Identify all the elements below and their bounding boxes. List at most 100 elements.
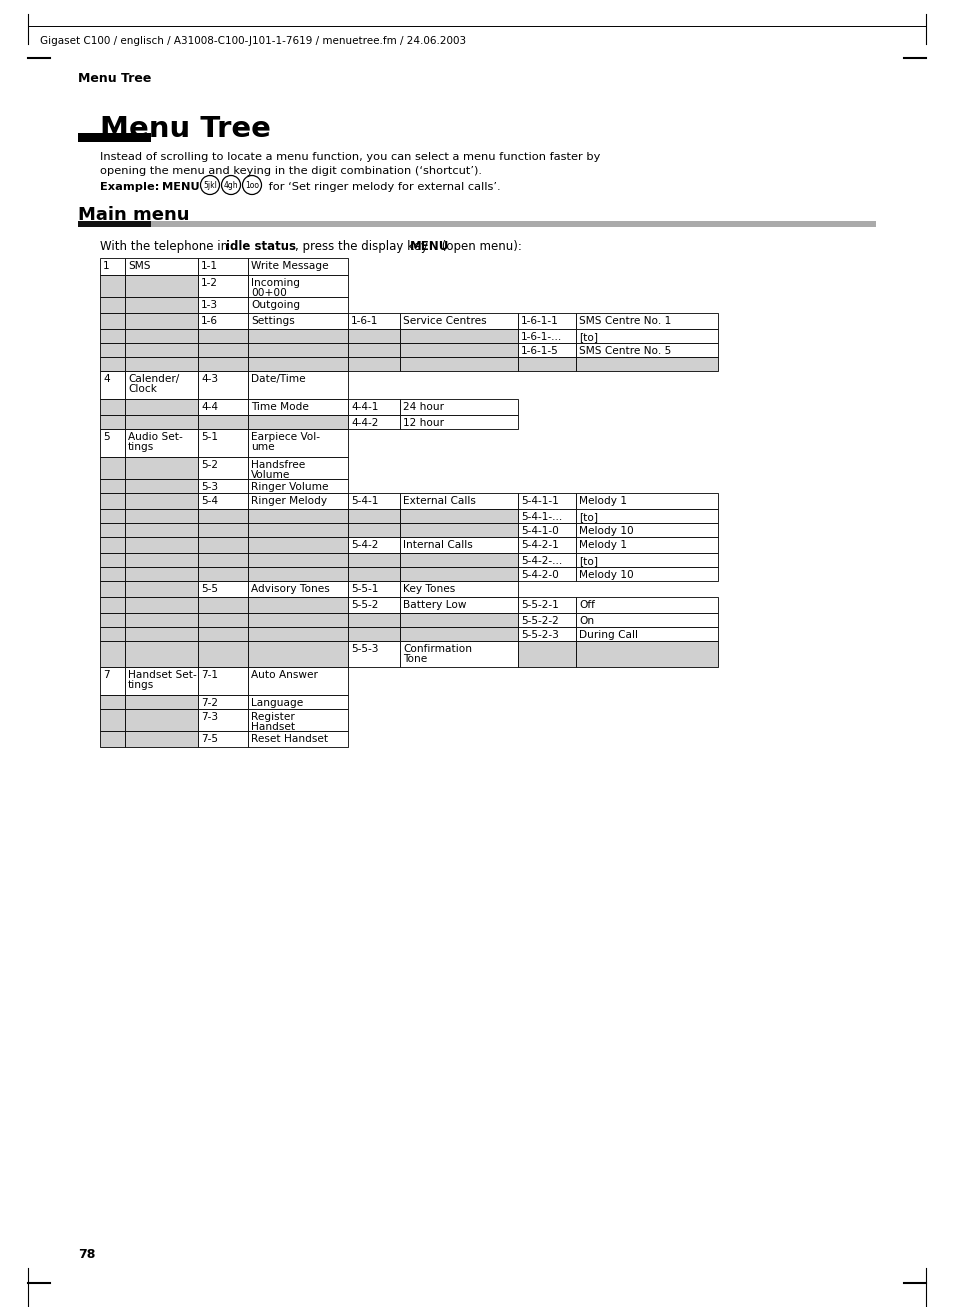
Bar bbox=[100, 627, 125, 640]
Text: 4-4-2: 4-4-2 bbox=[351, 418, 378, 427]
Bar bbox=[125, 708, 198, 731]
Bar bbox=[248, 582, 348, 597]
Text: Auto Answer: Auto Answer bbox=[251, 670, 317, 680]
Text: Instead of scrolling to locate a menu function, you can select a menu function f: Instead of scrolling to locate a menu fu… bbox=[100, 152, 599, 162]
Text: Internal Calls: Internal Calls bbox=[402, 540, 473, 550]
Bar bbox=[125, 357, 198, 371]
Text: Calender/: Calender/ bbox=[128, 374, 179, 384]
Text: Off: Off bbox=[578, 600, 595, 610]
Bar bbox=[125, 537, 198, 553]
Bar bbox=[100, 457, 125, 478]
Text: 5-4-1-0: 5-4-1-0 bbox=[520, 525, 558, 536]
Text: Register: Register bbox=[251, 712, 294, 721]
Text: Handset Set-: Handset Set- bbox=[128, 670, 196, 680]
Bar bbox=[399, 613, 517, 627]
Bar bbox=[399, 312, 517, 329]
Text: 5: 5 bbox=[103, 433, 110, 442]
Bar bbox=[125, 342, 198, 357]
Bar bbox=[125, 371, 198, 399]
Bar bbox=[248, 537, 348, 553]
Bar bbox=[78, 221, 151, 227]
Bar bbox=[100, 567, 125, 582]
Text: Advisory Tones: Advisory Tones bbox=[251, 584, 330, 593]
Bar bbox=[576, 357, 718, 371]
Bar bbox=[125, 457, 198, 478]
Bar bbox=[198, 508, 248, 523]
Bar bbox=[125, 695, 198, 708]
Bar bbox=[399, 567, 517, 582]
Text: [to]: [to] bbox=[578, 332, 598, 342]
Text: , press the display key: , press the display key bbox=[294, 240, 431, 254]
Text: 1-1: 1-1 bbox=[201, 261, 218, 271]
Text: 5-4-2: 5-4-2 bbox=[351, 540, 378, 550]
Bar bbox=[517, 523, 576, 537]
Bar bbox=[125, 640, 198, 667]
Text: 7-5: 7-5 bbox=[201, 735, 218, 744]
Text: Key Tones: Key Tones bbox=[402, 584, 455, 593]
Text: 7-3: 7-3 bbox=[201, 712, 218, 721]
Text: Date/Time: Date/Time bbox=[251, 374, 305, 384]
Text: On: On bbox=[578, 616, 594, 626]
Text: 12 hour: 12 hour bbox=[402, 418, 443, 427]
Text: Handset: Handset bbox=[251, 723, 294, 732]
Text: MENU: MENU bbox=[162, 182, 199, 192]
Text: SMS Centre No. 5: SMS Centre No. 5 bbox=[578, 346, 671, 356]
Text: Handsfree: Handsfree bbox=[251, 460, 305, 471]
Bar bbox=[198, 399, 248, 416]
Bar bbox=[348, 416, 399, 429]
Bar bbox=[198, 567, 248, 582]
Text: ume: ume bbox=[251, 443, 274, 452]
Bar bbox=[576, 597, 718, 613]
Bar bbox=[248, 257, 348, 274]
Bar bbox=[348, 537, 399, 553]
Text: 1: 1 bbox=[103, 261, 110, 271]
Bar bbox=[576, 640, 718, 667]
Text: 5-5: 5-5 bbox=[201, 584, 218, 593]
Bar bbox=[248, 416, 348, 429]
Bar bbox=[348, 493, 399, 508]
Bar bbox=[517, 627, 576, 640]
Bar bbox=[125, 597, 198, 613]
Bar bbox=[198, 312, 248, 329]
Text: 5jkl: 5jkl bbox=[203, 180, 216, 190]
Text: SMS: SMS bbox=[128, 261, 151, 271]
Text: 1-6-1: 1-6-1 bbox=[351, 316, 378, 325]
Bar bbox=[198, 523, 248, 537]
Bar bbox=[248, 567, 348, 582]
Text: Write Message: Write Message bbox=[251, 261, 328, 271]
Text: tings: tings bbox=[128, 443, 154, 452]
Bar bbox=[348, 399, 399, 416]
Text: 5-4-1-...: 5-4-1-... bbox=[520, 512, 561, 521]
Bar bbox=[576, 329, 718, 342]
Bar bbox=[517, 508, 576, 523]
Bar bbox=[100, 553, 125, 567]
Text: 78: 78 bbox=[78, 1248, 95, 1261]
Bar bbox=[100, 429, 125, 457]
Bar bbox=[399, 537, 517, 553]
Bar bbox=[248, 342, 348, 357]
Bar bbox=[576, 613, 718, 627]
Bar bbox=[100, 257, 125, 274]
Bar bbox=[125, 274, 198, 297]
Bar bbox=[576, 627, 718, 640]
Bar bbox=[517, 357, 576, 371]
Text: 4-4: 4-4 bbox=[201, 403, 218, 412]
Bar bbox=[576, 312, 718, 329]
Text: (open menu):: (open menu): bbox=[437, 240, 521, 254]
Bar bbox=[100, 329, 125, 342]
Text: Main menu: Main menu bbox=[78, 207, 190, 223]
Bar bbox=[125, 613, 198, 627]
Text: Settings: Settings bbox=[251, 316, 294, 325]
Text: 5-5-2-3: 5-5-2-3 bbox=[520, 630, 558, 640]
Bar bbox=[198, 257, 248, 274]
Bar bbox=[100, 416, 125, 429]
Circle shape bbox=[221, 175, 240, 195]
Bar bbox=[100, 597, 125, 613]
Text: Volume: Volume bbox=[251, 471, 290, 481]
Text: Melody 1: Melody 1 bbox=[578, 495, 626, 506]
Text: opening the menu and keying in the digit combination (‘shortcut’).: opening the menu and keying in the digit… bbox=[100, 166, 481, 176]
Bar bbox=[348, 342, 399, 357]
Text: Clock: Clock bbox=[128, 384, 156, 395]
Bar bbox=[348, 357, 399, 371]
Bar bbox=[517, 537, 576, 553]
